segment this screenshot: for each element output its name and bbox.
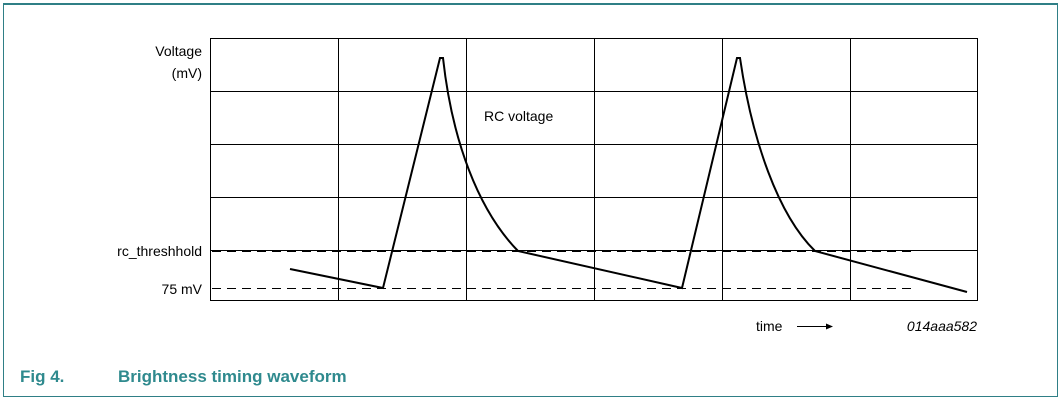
plot-grid [210,38,978,301]
baseline-label: 75 mV [162,281,203,297]
figure-ref-code: 014aaa582 [907,318,977,334]
figure-number: Fig 4. [20,367,65,386]
rc-voltage-waveform [289,57,968,293]
y-axis-label-line2: (mV) [172,65,202,81]
figure-title: Brightness timing waveform [118,367,347,386]
x-axis-label: time [756,318,783,334]
y-axis-label-line1: Voltage [155,43,202,59]
curve-label: RC voltage [484,108,553,124]
threshold-label: rc_threshhold [117,243,202,259]
figure-frame [3,3,1058,397]
time-arrow-icon [797,323,833,330]
